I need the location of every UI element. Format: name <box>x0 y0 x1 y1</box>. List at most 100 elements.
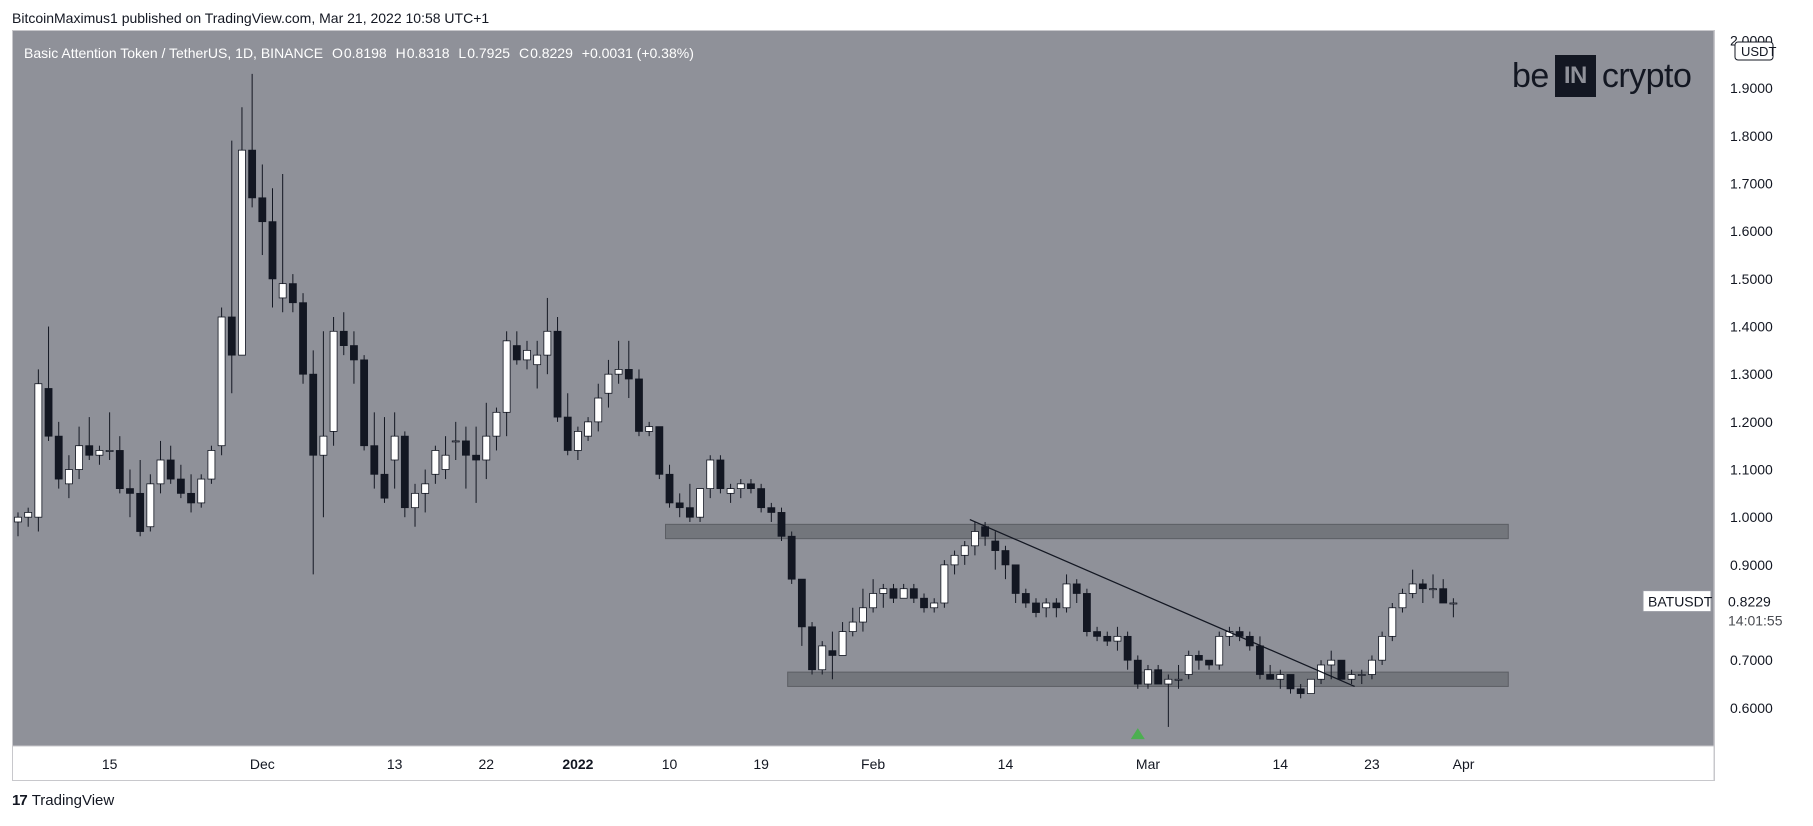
candle-body <box>1256 645 1264 675</box>
last-price-value: 0.8229 <box>1728 594 1771 610</box>
high-value: 0.8318 <box>406 45 450 61</box>
time-tick-label: Feb <box>861 756 885 772</box>
footer[interactable]: 17 TradingView <box>12 792 114 809</box>
beincrypto-logo: be IN crypto <box>1512 48 1692 104</box>
candle-body <box>1418 583 1427 590</box>
candle-body <box>156 459 165 485</box>
candle-body <box>848 621 857 632</box>
symbol-tag: BATUSDT <box>1648 594 1713 610</box>
candle-body <box>54 435 63 480</box>
candle-body <box>1347 674 1356 680</box>
candle-body <box>95 450 104 456</box>
candle-body <box>869 593 878 609</box>
horizontal-zone-0 <box>665 523 1509 540</box>
logo-box: IN <box>1554 55 1596 97</box>
candle-body <box>115 450 124 490</box>
candle-body <box>1276 674 1285 680</box>
candle-body <box>574 430 582 451</box>
time-tick-label: 2022 <box>562 756 593 772</box>
candle-body <box>34 383 43 518</box>
time-tick-label: 10 <box>662 756 678 772</box>
time-tick-label: 19 <box>753 756 769 772</box>
open-value: 0.8198 <box>343 45 387 61</box>
candle-body <box>614 369 623 375</box>
price-tick-label: 1.4000 <box>1730 319 1773 335</box>
candle-body <box>1154 669 1163 685</box>
candle-body <box>462 440 470 456</box>
candle-body <box>360 359 369 447</box>
candle-body <box>1296 688 1305 694</box>
candle-body <box>1011 564 1020 594</box>
last-price-box <box>1716 589 1780 628</box>
candle-body <box>859 607 867 623</box>
candle-body <box>818 645 827 671</box>
logo-text-left: be <box>1512 56 1549 95</box>
candle-body <box>319 435 328 456</box>
candle-body <box>380 473 389 499</box>
candle-body <box>411 492 419 509</box>
candle-body <box>136 492 145 532</box>
candle-body <box>767 507 776 513</box>
candle-body <box>1388 607 1397 637</box>
candle-body <box>736 483 745 490</box>
candle-body <box>1449 602 1458 605</box>
time-tick-label: 14 <box>1273 756 1289 772</box>
candle-body <box>1133 659 1142 685</box>
footer-brand: TradingView <box>31 792 115 809</box>
candle-body <box>523 349 531 361</box>
close-label: C <box>518 45 530 61</box>
price-tick-label: 1.5000 <box>1730 271 1773 287</box>
candle-body <box>472 454 481 461</box>
candle-body <box>757 488 766 509</box>
candle-body <box>981 526 989 537</box>
candle-body <box>828 650 837 656</box>
price-tick-label: 0.9000 <box>1730 557 1773 573</box>
candle-body <box>747 483 755 490</box>
close-value: 0.8229 <box>530 45 573 61</box>
candle-body <box>940 564 949 604</box>
candle-body <box>126 488 134 494</box>
symbol-tag-box <box>1642 590 1712 613</box>
low-value: 0.7925 <box>467 45 511 61</box>
candle-body <box>1072 583 1081 594</box>
candle-body <box>533 354 542 366</box>
candle-body <box>1052 602 1061 609</box>
candle-body <box>909 588 918 599</box>
candle-body <box>238 149 246 356</box>
candle-body <box>1398 593 1407 609</box>
candle-body <box>1205 659 1213 666</box>
candle-body <box>65 469 73 485</box>
candle-body <box>1083 593 1091 633</box>
candle-body <box>1113 635 1122 642</box>
candle-body <box>655 426 664 475</box>
candle-body <box>146 483 155 528</box>
candle-body <box>431 450 440 475</box>
change-value: +0.0031 (+0.38%) <box>581 45 694 61</box>
candle-body <box>85 445 94 456</box>
candle-body <box>176 478 185 494</box>
candle-body <box>105 450 114 452</box>
candle-body <box>370 445 379 475</box>
candle-body <box>1093 631 1101 637</box>
candle-body <box>309 373 318 456</box>
candle-body <box>1327 659 1336 666</box>
open-label: O <box>331 45 343 61</box>
candle-body <box>624 369 633 380</box>
price-tick-label: 1.8000 <box>1730 128 1773 144</box>
candle-body <box>248 149 257 199</box>
unit-label-box <box>1734 41 1774 61</box>
candle-body <box>777 512 786 537</box>
candle-body <box>1001 550 1010 566</box>
candle-body <box>1042 602 1051 609</box>
candle-body <box>329 330 338 432</box>
candle-body <box>991 540 1000 551</box>
candle-body <box>971 531 979 547</box>
candle-body <box>1439 588 1448 604</box>
candle-body <box>258 197 267 223</box>
candle-body <box>278 283 287 299</box>
price-tick-label: 1.1000 <box>1730 462 1773 478</box>
unit-label: USDT <box>1741 44 1776 59</box>
candle-body <box>1215 635 1224 666</box>
candle-body <box>787 535 796 580</box>
